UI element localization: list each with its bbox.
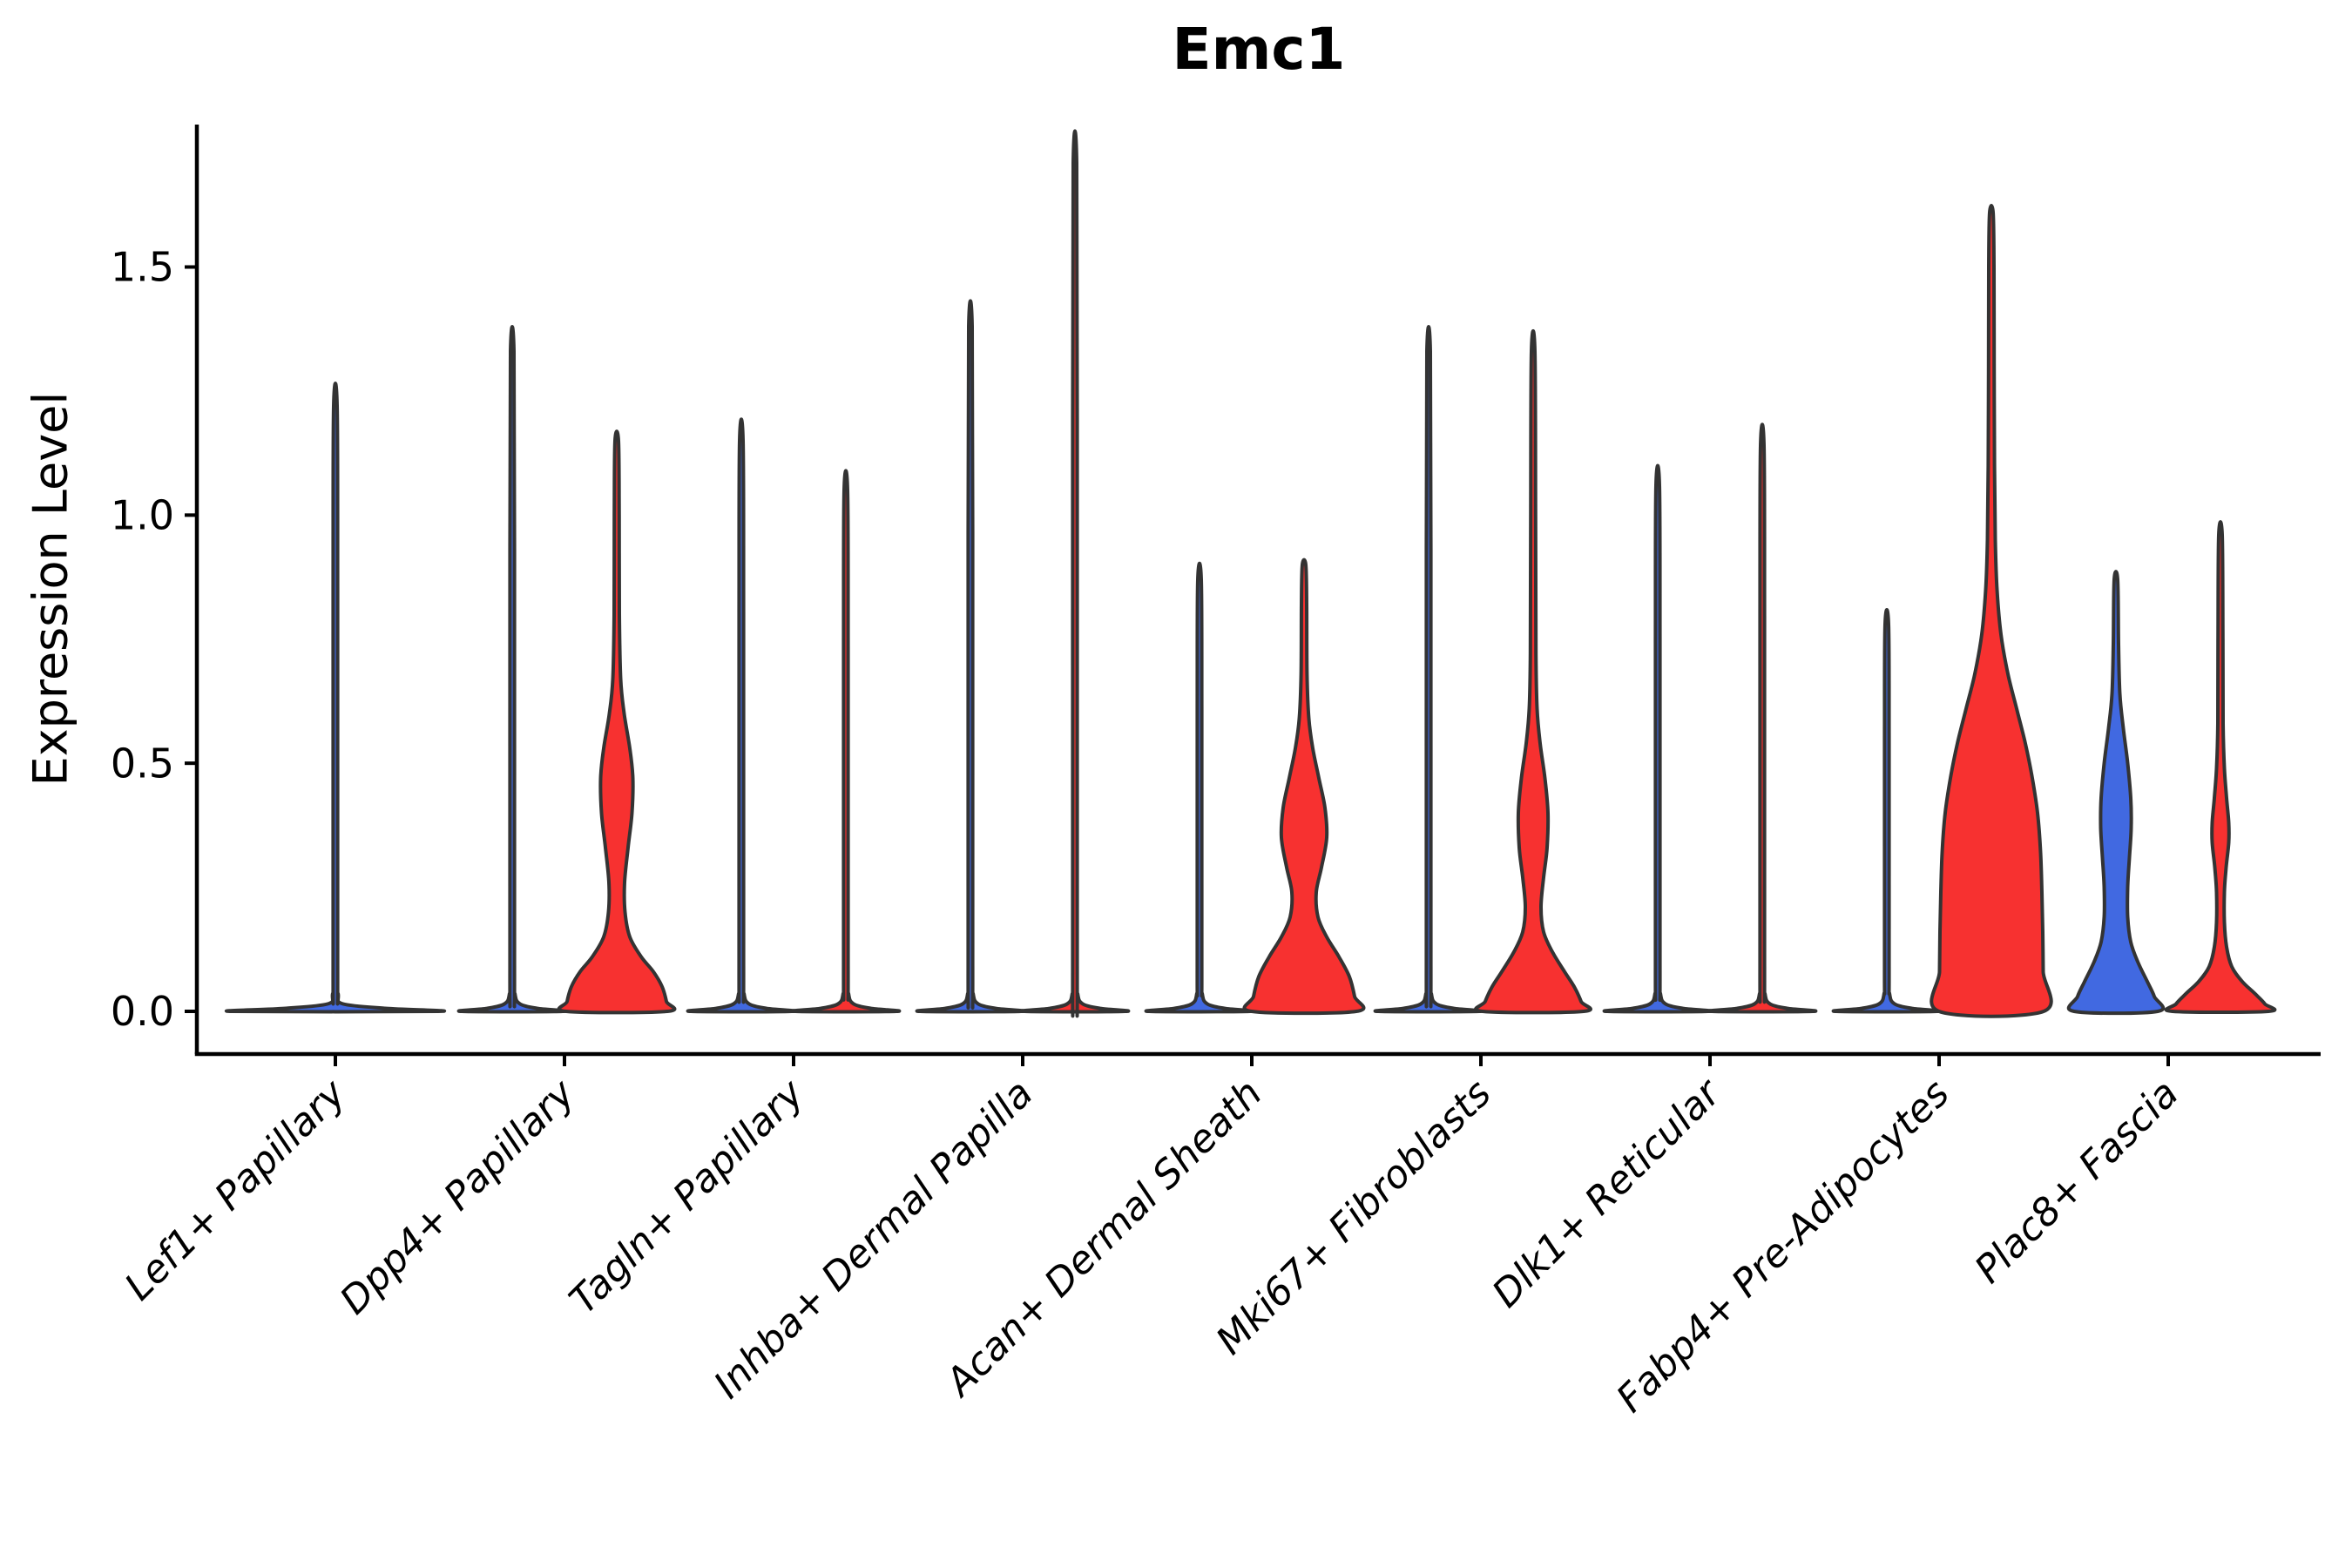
violin-inhba-dermal-papilla-right xyxy=(1019,129,1131,1018)
x-category-label: Tagln+ Papillary xyxy=(561,1071,813,1322)
violin-mki67-fibroblasts-left xyxy=(1373,325,1484,1014)
violin-fabp4-pre-adipocytes-right xyxy=(1930,204,2053,1018)
y-tick-label: 0.5 xyxy=(111,740,174,787)
violin-plac8-fascia-right xyxy=(2164,520,2277,1015)
violin-mki67-fibroblasts-right xyxy=(1474,329,1592,1015)
violin-tagln-papillary-left xyxy=(686,417,797,1014)
x-category-label: Lef1+ Papillary xyxy=(117,1071,355,1309)
violin-dlk1-reticular-right xyxy=(1707,422,1818,1014)
y-tick-label: 1.5 xyxy=(111,244,174,291)
violin-acan-dermal-sheath-left xyxy=(1144,561,1255,1014)
violin-tagln-papillary-right xyxy=(790,469,902,1014)
x-category-label: Dpp4+ Papillary xyxy=(332,1071,585,1323)
violin-acan-dermal-sheath-right xyxy=(1242,558,1366,1016)
violin-fabp4-pre-adipocytes-left xyxy=(1831,607,1943,1014)
x-category-label: Plac8+ Fascia xyxy=(1966,1071,2186,1292)
violin-dpp4-papillary-left xyxy=(456,325,568,1014)
y-tick-label: 0.0 xyxy=(111,988,174,1035)
violin-dpp4-papillary-right xyxy=(557,429,677,1015)
violin-inhba-dermal-papilla-left xyxy=(915,299,1026,1014)
violin-dlk1-reticular-left xyxy=(1602,463,1713,1014)
x-category-label: Dlk1+ Reticular xyxy=(1484,1070,1730,1316)
violin-plac8-fascia-left xyxy=(2066,570,2166,1016)
y-tick-label: 1.0 xyxy=(111,491,174,538)
violin-lef1-papillary-center xyxy=(224,382,447,1014)
chart-title: Emc1 xyxy=(1172,16,1346,83)
